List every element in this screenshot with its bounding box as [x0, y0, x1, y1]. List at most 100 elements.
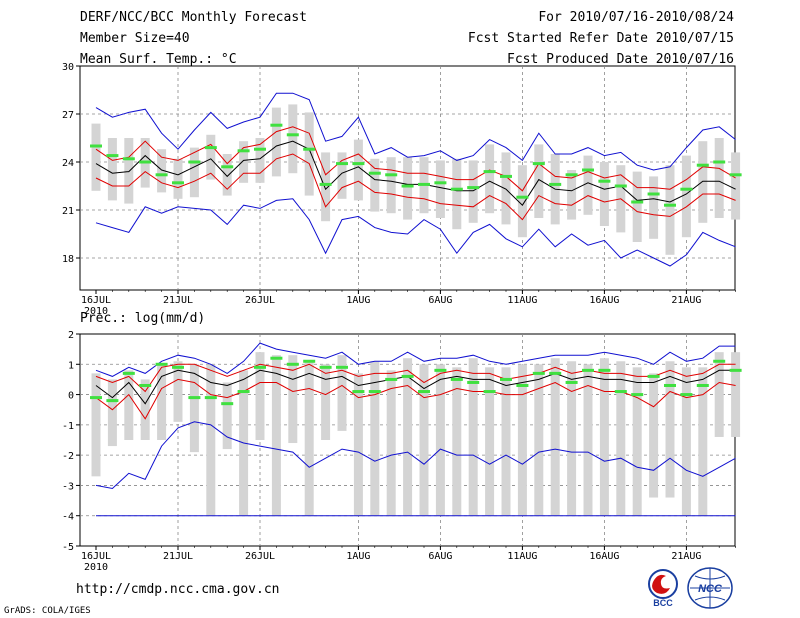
- observed-marker: [139, 383, 152, 387]
- spread-box: [681, 155, 691, 238]
- spread-box: [468, 160, 478, 223]
- spread-box: [435, 364, 445, 516]
- spread-box: [189, 147, 199, 198]
- spread-box: [370, 158, 380, 212]
- observed-marker: [106, 154, 119, 158]
- spread-box: [665, 165, 675, 255]
- observed-marker: [647, 374, 660, 378]
- y-tick-label: 2: [68, 330, 74, 341]
- spread-box: [435, 160, 445, 218]
- variable-label: Mean Surf. Temp.: °C: [80, 52, 237, 67]
- ensemble-mean-line: [95, 369, 736, 405]
- observed-marker: [303, 147, 316, 151]
- spread-box: [304, 361, 314, 516]
- observed-marker: [614, 390, 627, 394]
- precip-title: Prec.: log(mm/d): [80, 311, 205, 326]
- observed-marker: [204, 146, 217, 150]
- x-tick-label: 16AUG: [589, 295, 619, 306]
- x-tick-label: 26JUL: [245, 295, 275, 306]
- spread-box: [419, 364, 429, 516]
- bcc-logo: BCC: [648, 569, 678, 608]
- observed-marker: [729, 173, 742, 177]
- observed-marker: [286, 362, 299, 366]
- member-size: Member Size=40: [80, 31, 190, 46]
- observed-marker: [565, 380, 578, 384]
- observed-marker: [286, 133, 299, 137]
- header-left: DERF/NCC/BCC Monthly Forecast Member Siz…: [80, 10, 307, 73]
- observed-marker: [664, 203, 676, 207]
- spread-box: [534, 364, 544, 516]
- y-tick-label: 24: [62, 158, 74, 169]
- observed-marker: [401, 184, 414, 188]
- x-tick-label: 6AUG: [428, 295, 452, 306]
- spread-box: [337, 152, 347, 199]
- y-tick-label: 0: [68, 391, 74, 402]
- spread-box: [140, 379, 150, 440]
- observed-marker: [188, 160, 201, 164]
- observed-marker: [352, 162, 365, 166]
- observed-marker: [516, 195, 529, 199]
- observed-marker: [467, 186, 480, 190]
- ncc-logo-text: NCC: [698, 583, 723, 595]
- spread-box: [731, 152, 741, 220]
- observed-marker: [319, 365, 332, 369]
- upper-std-line: [95, 363, 736, 393]
- observed-marker: [483, 170, 496, 174]
- observed-marker: [680, 187, 693, 191]
- spread-box: [304, 112, 314, 196]
- observed-marker: [418, 182, 430, 186]
- observed-marker: [434, 181, 447, 185]
- x-tick-label: 21AUG: [671, 551, 701, 562]
- ncc-logo: NCC: [687, 567, 733, 609]
- spread-box: [517, 364, 527, 516]
- grads-credit: GrADS: COLA/IGES: [4, 606, 91, 616]
- observed-marker: [549, 182, 562, 186]
- observed-marker: [319, 182, 332, 186]
- observed-marker: [172, 181, 184, 185]
- spread-box: [255, 138, 265, 183]
- observed-marker: [352, 390, 365, 394]
- spread-box: [681, 367, 691, 516]
- observed-marker: [385, 173, 398, 177]
- y-tick-label: -4: [62, 512, 74, 523]
- observed-marker: [155, 173, 168, 177]
- spread-box: [206, 364, 216, 516]
- y-tick-label: 1: [68, 360, 74, 371]
- observed-marker: [450, 377, 463, 381]
- observed-marker: [696, 383, 709, 387]
- spread-box: [173, 158, 183, 199]
- spread-box: [567, 170, 577, 220]
- observed-marker: [221, 402, 234, 406]
- spread-box: [501, 367, 511, 516]
- observed-marker: [254, 147, 266, 151]
- observed-marker: [122, 371, 135, 375]
- spread-box: [632, 367, 642, 516]
- spread-box: [386, 157, 396, 214]
- spread-box: [206, 134, 216, 180]
- observed-marker: [237, 390, 250, 394]
- source-url[interactable]: http://cmdp.ncc.cma.gov.cn: [76, 582, 280, 597]
- observed-marker: [713, 359, 726, 363]
- spread-box: [599, 358, 609, 516]
- x-tick-label: 1AUG: [346, 551, 370, 562]
- observed-marker: [483, 390, 496, 394]
- spread-box: [157, 149, 167, 193]
- observed-marker: [401, 374, 414, 378]
- y-tick-label: -3: [62, 481, 74, 492]
- observed-marker: [172, 365, 184, 369]
- observed-marker: [680, 393, 693, 397]
- y-tick-label: -1: [62, 421, 74, 432]
- ensemble-mean-line: [95, 140, 736, 206]
- observed-marker: [713, 160, 726, 164]
- upper-std-line: [95, 126, 736, 192]
- spread-box: [583, 364, 593, 516]
- spread-box: [124, 370, 134, 440]
- min-line: [95, 198, 736, 267]
- x-tick-label: 26JUL: [245, 551, 275, 562]
- observed-marker: [598, 179, 611, 183]
- chart-panel-1: 18 21 24 27 30 16JUL 21JUL 26JUL 1AUG 6AUG 11AUG 16…: [62, 62, 742, 317]
- spread-box: [616, 361, 626, 516]
- observed-marker: [221, 165, 234, 169]
- observed-marker: [664, 383, 676, 387]
